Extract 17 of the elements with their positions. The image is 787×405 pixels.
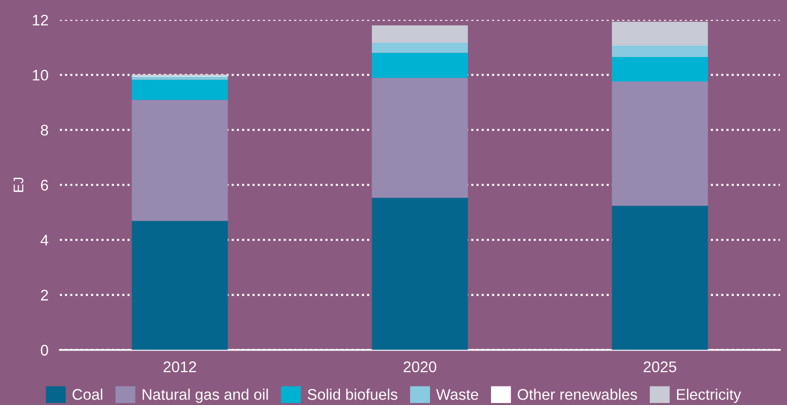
y-tick-label: 2 (40, 290, 48, 300)
legend-label: Coal (72, 388, 102, 400)
legend-label: Other renewables (518, 388, 638, 400)
legend-label: Natural gas and oil (142, 388, 268, 403)
y-tick-label: 10 (32, 70, 48, 81)
y-axis-title: EJ (14, 178, 24, 192)
y-tick-label: 12 (32, 14, 48, 26)
y-tick-label: 8 (40, 124, 48, 136)
x-tick-label: 2025 (644, 361, 676, 372)
legend-label: Waste (436, 389, 478, 400)
legend-label: Electricity (677, 388, 742, 403)
y-tick-label: 6 (40, 180, 48, 191)
y-tick-label: 4 (40, 234, 48, 246)
x-tick-label: 2020 (404, 361, 436, 372)
x-tick-label: 2012 (164, 361, 196, 372)
legend-label: Solid biofuels (308, 388, 398, 400)
y-tick-label: 0 (40, 344, 48, 356)
